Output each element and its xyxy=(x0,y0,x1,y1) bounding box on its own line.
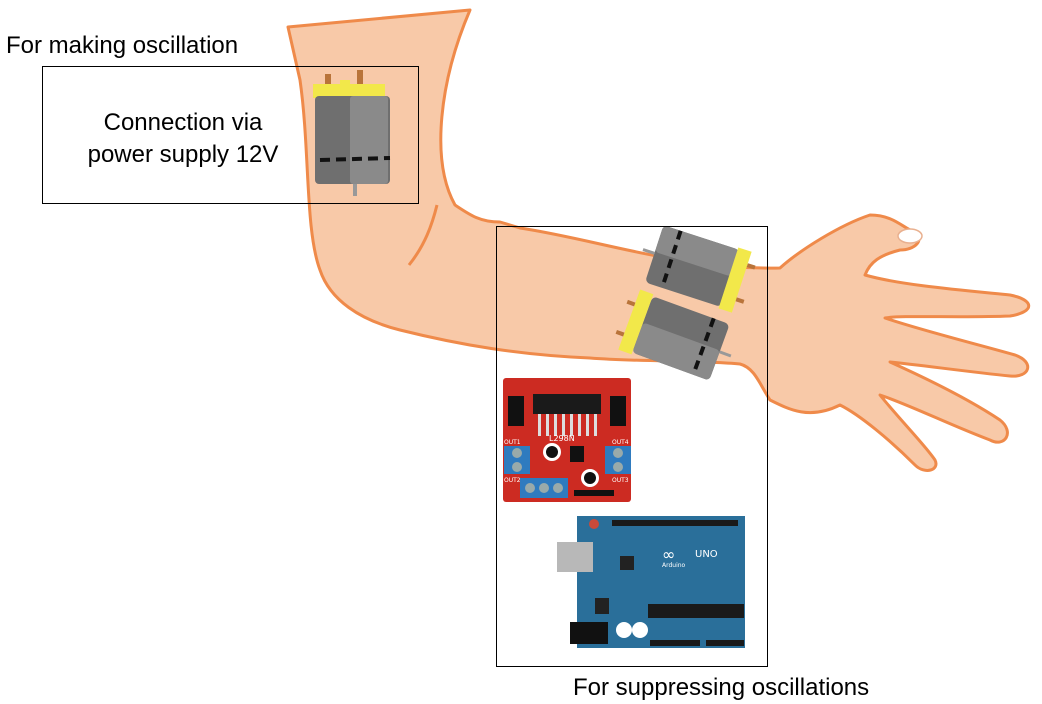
motor-forearm-bottom xyxy=(615,289,732,380)
motor-forearm-top xyxy=(642,226,756,313)
arduino-brand-label: Arduino xyxy=(662,562,686,569)
suppressing-oscillations-heading: For suppressing oscillations xyxy=(573,674,870,701)
motor-upper xyxy=(313,70,391,196)
oscillation-source-box xyxy=(42,66,419,204)
making-oscillation-heading: For making oscillation xyxy=(6,32,239,59)
suppression-box xyxy=(496,226,768,667)
power-supply-line2: power supply 12V xyxy=(87,141,279,168)
power-supply-note: Connection via power supply 12V xyxy=(42,107,324,171)
thumbnail xyxy=(897,228,923,244)
driver-chip-label: L298N xyxy=(549,434,575,443)
driver-out4-label: OUT4 xyxy=(612,439,629,446)
elbow-crease xyxy=(407,204,439,266)
arduino-model-label: UNO xyxy=(695,549,718,560)
driver-out1-label: OUT1 xyxy=(504,439,521,446)
driver-out2-label: OUT2 xyxy=(504,477,521,484)
power-supply-line1: Connection via xyxy=(103,109,263,136)
svg-text:∞: ∞ xyxy=(662,545,675,564)
arduino-board: ∞ UNO Arduino xyxy=(557,516,745,648)
motor-driver-board: L298N OUT1 OUT2 OUT3 OUT4 xyxy=(503,378,631,502)
driver-out3-label: OUT3 xyxy=(612,477,629,484)
